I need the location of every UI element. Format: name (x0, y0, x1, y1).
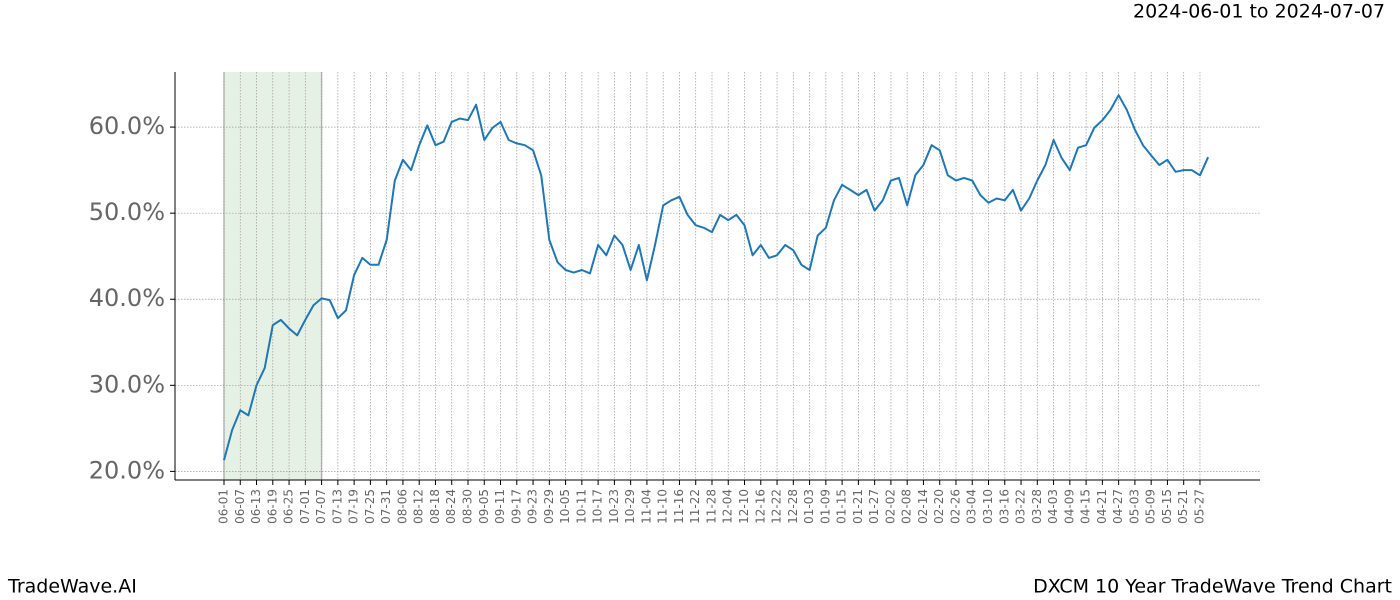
x-tick-label: 08-12 (412, 489, 426, 524)
x-tick-label: 04-27 (1111, 489, 1125, 524)
x-tick-label: 04-21 (1095, 489, 1109, 524)
x-tick-label: 04-03 (1046, 489, 1060, 524)
x-tick-label: 10-29 (623, 489, 637, 524)
x-tick-label: 05-03 (1127, 489, 1141, 524)
x-tick-label: 10-23 (607, 489, 621, 524)
x-tick-label: 03-10 (981, 489, 995, 524)
x-tick-label: 08-24 (444, 489, 458, 524)
x-tick-label: 01-09 (818, 489, 832, 524)
x-tick-label: 12-22 (770, 489, 784, 524)
x-tick-label: 10-11 (574, 489, 588, 524)
y-tick-label: 20.0% (89, 456, 165, 484)
y-tick-label: 30.0% (89, 370, 165, 398)
brand: TradeWave.AI (7, 576, 137, 598)
x-tick-label: 01-21 (851, 489, 865, 524)
x-tick-label: 06-19 (265, 489, 279, 524)
x-tick-label: 02-02 (883, 489, 897, 524)
x-tick-label: 01-15 (835, 489, 849, 524)
x-tick-label: 09-11 (493, 489, 507, 524)
x-tick-label: 07-13 (330, 489, 344, 524)
x-tick-label: 05-15 (1160, 489, 1174, 524)
y-tick-label: 40.0% (89, 284, 165, 312)
x-tick-label: 12-28 (786, 489, 800, 524)
x-tick-label: 05-09 (1144, 489, 1158, 524)
x-tick-label: 03-22 (1014, 489, 1028, 524)
x-tick-label: 08-30 (460, 489, 474, 524)
x-tick-label: 12-10 (737, 489, 751, 524)
x-tick-label: 09-23 (526, 489, 540, 524)
y-tick-label: 60.0% (89, 112, 165, 140)
x-tick-label: 06-13 (249, 489, 263, 524)
x-tick-label: 07-31 (379, 489, 393, 524)
x-tick-label: 02-14 (916, 489, 930, 524)
x-tick-label: 10-17 (591, 489, 605, 524)
x-tick-label: 03-28 (1030, 489, 1044, 524)
x-tick-label: 08-06 (395, 489, 409, 524)
x-tick-label: 12-16 (753, 489, 767, 524)
x-tick-label: 06-07 (233, 489, 247, 524)
chart-name: DXCM 10 Year TradeWave Trend Chart (1033, 576, 1392, 598)
x-tick-label: 11-28 (704, 489, 718, 524)
x-tick-label: 05-21 (1176, 489, 1190, 524)
x-tick-label: 03-16 (997, 489, 1011, 524)
x-tick-label: 01-03 (802, 489, 816, 524)
x-tick-label: 12-04 (721, 489, 735, 524)
trend-line (223, 94, 1210, 461)
x-tick-label: 07-07 (314, 489, 328, 524)
x-tick-label: 04-15 (1079, 489, 1093, 524)
x-tick-label: 11-16 (672, 489, 686, 524)
y-tick-label: 50.0% (89, 198, 165, 226)
x-tick-label: 08-18 (428, 489, 442, 524)
x-tick-label: 09-05 (477, 489, 491, 524)
x-tick-label: 11-10 (656, 489, 670, 524)
x-tick-label: 09-17 (509, 489, 523, 524)
x-tick-label: 06-01 (217, 489, 231, 524)
date-range: 2024-06-01 to 2024-07-07 (1133, 1, 1385, 23)
x-tick-label: 02-26 (948, 489, 962, 524)
x-tick-label: 01-27 (867, 489, 881, 524)
x-tick-label: 09-29 (542, 489, 556, 524)
x-tick-label: 11-04 (639, 489, 653, 524)
x-tick-label: 07-19 (347, 489, 361, 524)
x-tick-label: 02-08 (900, 489, 914, 524)
x-tick-label: 05-27 (1192, 489, 1206, 524)
x-tick-label: 02-20 (932, 489, 946, 524)
x-tick-label: 11-22 (688, 489, 702, 524)
x-tick-label: 10-05 (558, 489, 572, 524)
x-tick-label: 04-09 (1062, 489, 1076, 524)
x-tick-label: 07-01 (298, 489, 312, 524)
x-tick-label: 07-25 (363, 489, 377, 524)
x-tick-label: 03-04 (965, 489, 979, 524)
x-tick-label: 06-25 (282, 489, 296, 524)
